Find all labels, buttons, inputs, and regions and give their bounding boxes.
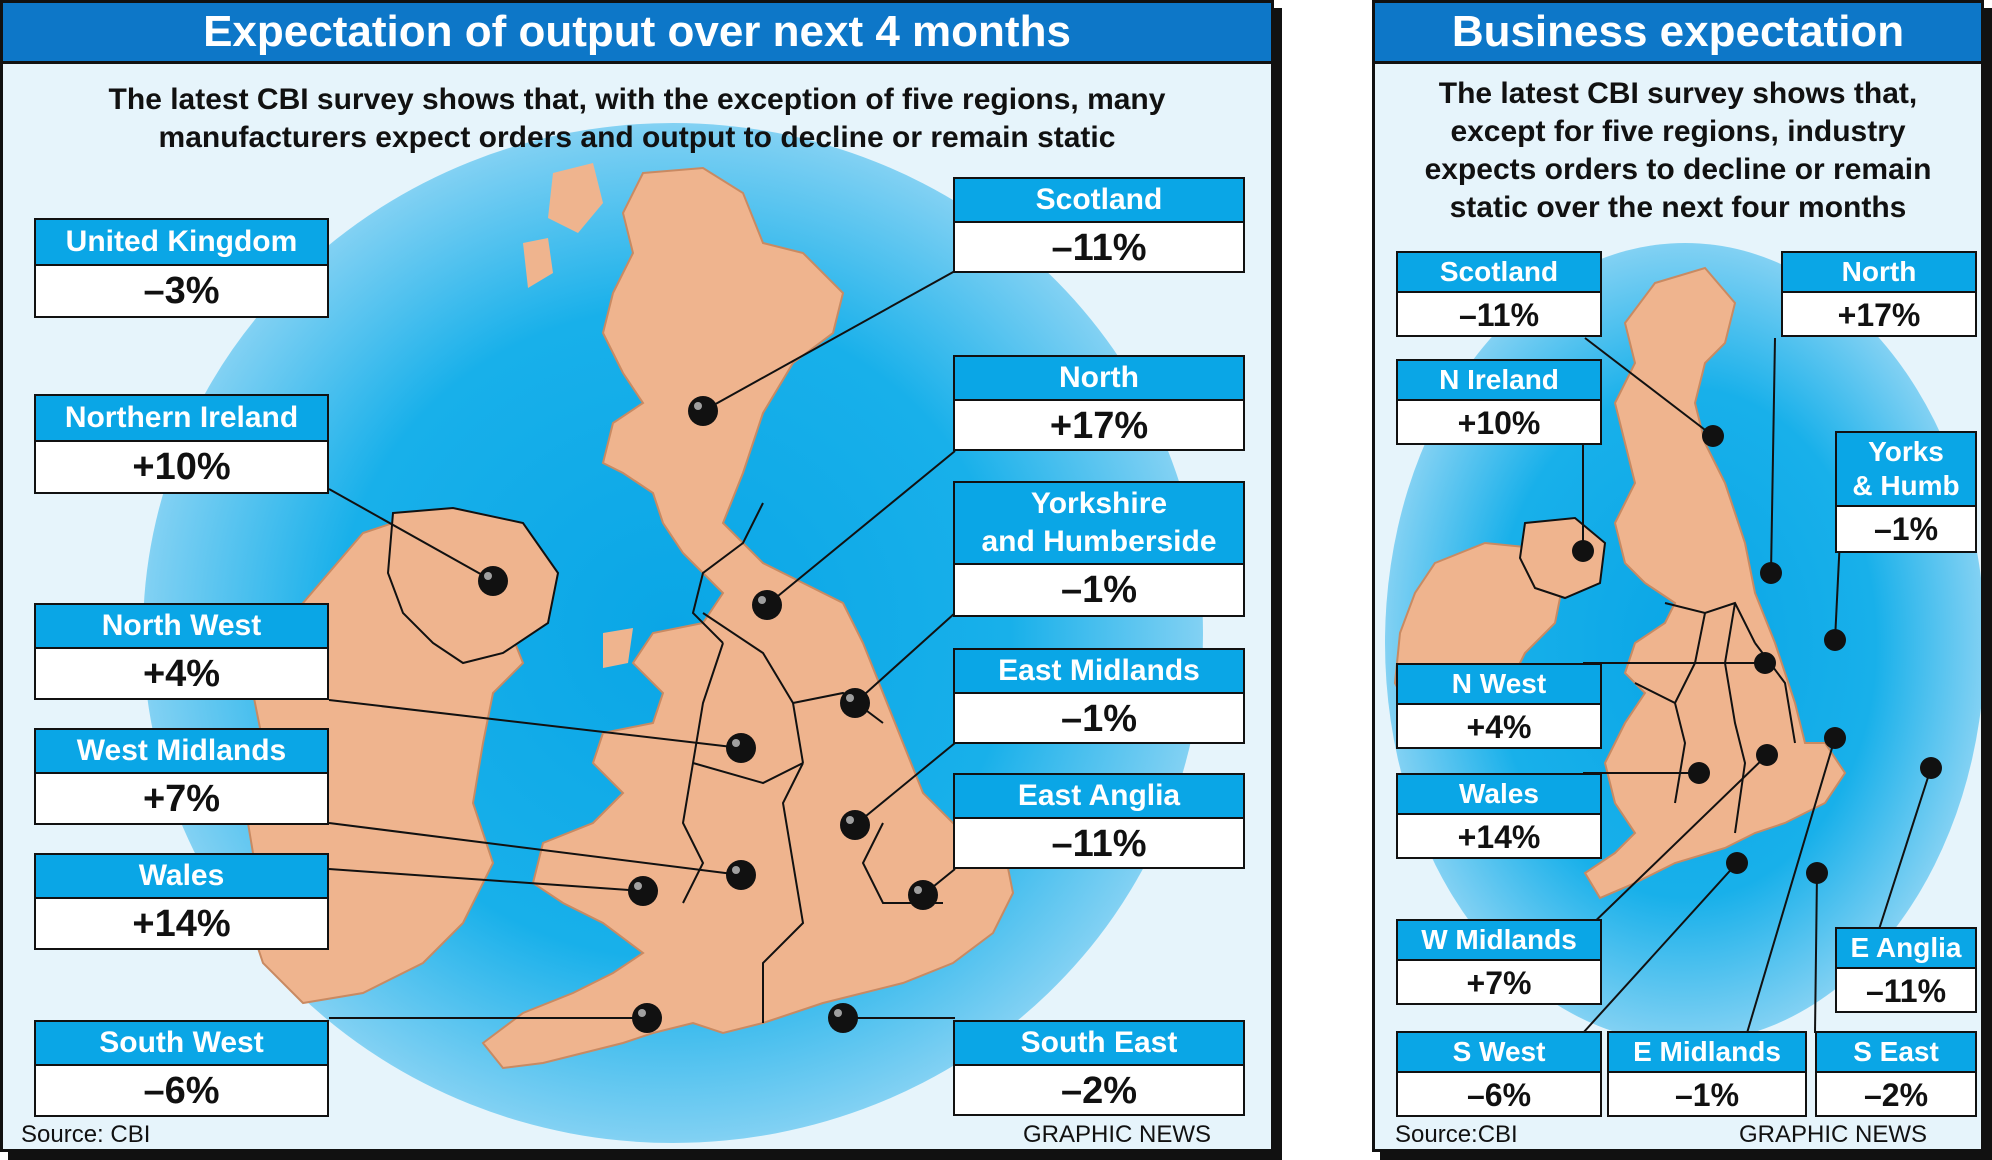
- label-north: North +17%: [953, 355, 1245, 451]
- marker-n-ireland: [1572, 540, 1594, 562]
- label-united-kingdom: United Kingdom –3%: [34, 218, 329, 318]
- left-title: Expectation of output over next 4 months: [3, 3, 1271, 64]
- island-shape: [548, 163, 603, 233]
- marker-e-anglia: [1920, 757, 1942, 779]
- label-scotland: Scotland –11%: [953, 177, 1245, 273]
- marker-scotland: [1702, 425, 1724, 447]
- right-title: Business expectation: [1375, 3, 1981, 64]
- left-credit: GRAPHIC NEWS: [1023, 1121, 1212, 1148]
- left-subtitle-line2: manufacturers expect orders and output t…: [158, 121, 1116, 154]
- marker-northern-ireland: [478, 566, 508, 596]
- marker-east-anglia: [908, 880, 938, 910]
- label-east-midlands: East Midlands –1%: [953, 648, 1245, 744]
- island-shape: [523, 238, 553, 288]
- label-e-midlands: E Midlands –1%: [1607, 1031, 1807, 1117]
- marker-wales: [1688, 762, 1710, 784]
- marker-north: [1760, 562, 1782, 584]
- island-shape: [603, 628, 633, 668]
- right-panel: Business expectation The latest CBI surv…: [1372, 0, 1984, 1152]
- left-subtitle-line1: The latest CBI survey shows that, with t…: [108, 83, 1166, 116]
- label-south-east: South East –2%: [953, 1020, 1245, 1116]
- marker-n-west: [1754, 652, 1776, 674]
- marker-yorks-humb: [1824, 629, 1846, 651]
- marker-west-midlands: [726, 860, 756, 890]
- marker-s-east: [1806, 862, 1828, 884]
- label-s-east: S East –2%: [1815, 1031, 1977, 1117]
- marker-s-west: [1726, 852, 1748, 874]
- label-northern-ireland: Northern Ireland +10%: [34, 394, 329, 494]
- label-wales: Wales +14%: [34, 853, 329, 950]
- label-north: North +17%: [1781, 251, 1977, 337]
- label-east-anglia: East Anglia –11%: [953, 773, 1245, 869]
- marker-w-midlands: [1756, 744, 1778, 766]
- marker-wales: [628, 876, 658, 906]
- label-yorkshire-humberside: Yorkshire and Humberside –1%: [953, 481, 1245, 617]
- left-subtitle: The latest CBI survey shows that, with t…: [3, 81, 1271, 157]
- right-credit: GRAPHIC NEWS: [1739, 1121, 1928, 1148]
- left-panel: Expectation of output over next 4 months…: [0, 0, 1274, 1152]
- right-source: Source:CBI: [1395, 1121, 1518, 1148]
- label-north-west: North West +4%: [34, 603, 329, 700]
- marker-yorkshire: [840, 688, 870, 718]
- marker-south-west: [632, 1003, 662, 1033]
- label-s-west: S West –6%: [1396, 1031, 1602, 1117]
- label-w-midlands: W Midlands +7%: [1396, 919, 1602, 1005]
- label-n-west: N West +4%: [1396, 663, 1602, 749]
- left-source: Source: CBI: [21, 1121, 151, 1148]
- label-south-west: South West –6%: [34, 1020, 329, 1117]
- great-britain-shape: [481, 166, 1015, 1070]
- marker-north-west: [726, 733, 756, 763]
- label-yorks-humb: Yorks & Humb –1%: [1835, 431, 1977, 553]
- marker-scotland: [688, 396, 718, 426]
- label-scotland: Scotland –11%: [1396, 251, 1602, 337]
- uk-map-right: [1393, 266, 1942, 1034]
- great-britain-shape: [1583, 266, 1847, 900]
- marker-east-midlands: [840, 810, 870, 840]
- marker-e-midlands: [1824, 727, 1846, 749]
- marker-south-east: [828, 1003, 858, 1033]
- label-n-ireland: N Ireland +10%: [1396, 359, 1602, 445]
- marker-north: [752, 590, 782, 620]
- right-subtitle: The latest CBI survey shows that, except…: [1424, 77, 1932, 224]
- label-west-midlands: West Midlands +7%: [34, 728, 329, 825]
- label-wales: Wales +14%: [1396, 773, 1602, 859]
- label-e-anglia: E Anglia –11%: [1835, 927, 1977, 1013]
